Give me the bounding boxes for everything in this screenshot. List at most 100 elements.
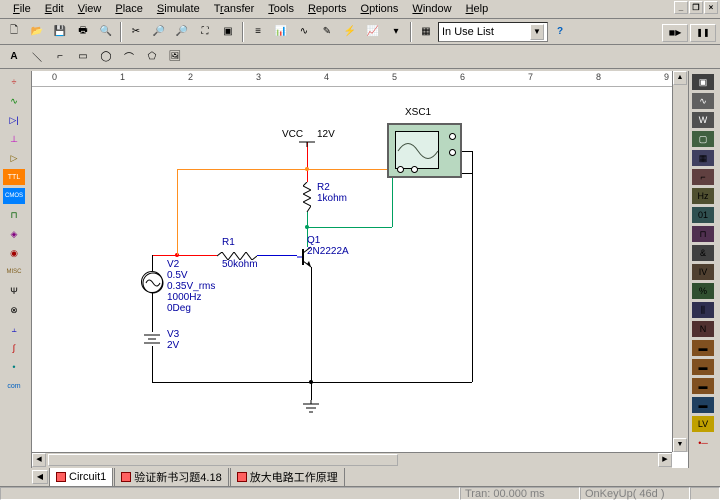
new-icon[interactable]: 🗋 xyxy=(3,21,25,43)
logic-an-icon[interactable]: ⊓ xyxy=(691,225,715,243)
fullscreen-icon[interactable]: ▣ xyxy=(217,21,239,43)
menu-help[interactable]: Help xyxy=(459,1,496,17)
scrollbar-horizontal[interactable]: ◀ ▶ xyxy=(32,452,672,468)
document-tab[interactable]: 放大电路工作原理 xyxy=(230,468,345,487)
wire[interactable] xyxy=(152,255,177,256)
save-icon[interactable]: 💾 xyxy=(49,21,71,43)
agilent-scope-icon[interactable]: ▬ xyxy=(691,377,715,395)
mixed-icon[interactable]: ◈ xyxy=(2,225,26,243)
run-button[interactable]: ◼▶ xyxy=(662,24,688,42)
wire[interactable] xyxy=(257,255,297,256)
postproc-icon[interactable]: ✎ xyxy=(316,21,338,43)
arc-icon[interactable]: ⌒ xyxy=(118,46,140,68)
wire-node[interactable] xyxy=(305,167,309,171)
wire[interactable] xyxy=(311,382,312,400)
iv-icon[interactable]: IV xyxy=(691,263,715,281)
wire[interactable] xyxy=(177,255,217,256)
wordgen-icon[interactable]: 01 xyxy=(691,206,715,224)
wire[interactable] xyxy=(472,151,473,382)
src-icon[interactable]: ÷ xyxy=(2,73,26,91)
menu-edit[interactable]: Edit xyxy=(38,1,71,17)
zoom-out-icon[interactable]: 🔎 xyxy=(171,21,193,43)
wire-node[interactable] xyxy=(305,225,309,229)
minimize-button[interactable]: _ xyxy=(674,1,688,14)
basic-icon[interactable]: ∿ xyxy=(2,92,26,110)
cut-icon[interactable]: ✂ xyxy=(125,21,147,43)
scroll-right-icon[interactable]: ▶ xyxy=(658,453,672,467)
list-icon[interactable]: ▾ xyxy=(385,21,407,43)
wire[interactable] xyxy=(311,267,312,382)
transistor-icon[interactable]: ⊥ xyxy=(2,130,26,148)
misc-icon[interactable]: MISC xyxy=(2,263,26,281)
wire[interactable] xyxy=(177,169,178,255)
place-junc-icon[interactable]: • xyxy=(2,358,26,376)
menu-file[interactable]: File xyxy=(6,1,38,17)
image-icon[interactable]: 🖼 xyxy=(164,46,186,68)
misc-dig-icon[interactable]: ⊓ xyxy=(2,206,26,224)
tab-nav-left[interactable]: ◀ xyxy=(32,470,48,484)
polygon-icon[interactable]: ⬠ xyxy=(141,46,163,68)
wire[interactable] xyxy=(392,178,393,227)
cmos-icon[interactable]: CMOS xyxy=(2,187,26,205)
dc-source-v3[interactable] xyxy=(144,332,160,346)
agilent-fg-icon[interactable]: ▬ xyxy=(691,339,715,357)
freq-icon[interactable]: Hz xyxy=(691,187,715,205)
labview-icon[interactable]: LV xyxy=(691,415,715,433)
wattmeter-icon[interactable]: W xyxy=(691,111,715,129)
multimeter-icon[interactable]: ▣ xyxy=(691,73,715,91)
db-icon[interactable]: ≡ xyxy=(247,21,269,43)
elec-icon[interactable]: ⚡ xyxy=(339,21,361,43)
ladder-icon[interactable]: ⫠ xyxy=(2,320,26,338)
chevron-down-icon[interactable]: ▼ xyxy=(530,24,544,40)
agilent-mm-icon[interactable]: ▬ xyxy=(691,358,715,376)
zoom-in-icon[interactable]: 🔎 xyxy=(148,21,170,43)
scroll-left-icon[interactable]: ◀ xyxy=(32,453,46,467)
ac-source-v2[interactable] xyxy=(141,271,163,293)
inuse-combo[interactable]: In Use List ▼ xyxy=(438,22,548,42)
wire[interactable] xyxy=(307,227,392,228)
resistor-r1[interactable] xyxy=(217,251,257,259)
rf-icon[interactable]: Ψ xyxy=(2,282,26,300)
help-icon[interactable]: ? xyxy=(549,21,571,43)
menu-reports[interactable]: Reports xyxy=(301,1,354,17)
scroll-thumb[interactable] xyxy=(48,454,398,466)
pause-button[interactable]: ❚❚ xyxy=(690,24,716,42)
restore-button[interactable]: ❐ xyxy=(689,1,703,14)
scroll-down-icon[interactable]: ▼ xyxy=(673,438,687,452)
bode-icon[interactable]: ⌐ xyxy=(691,168,715,186)
line-icon[interactable]: ＼ xyxy=(26,46,48,68)
hier-icon[interactable]: com xyxy=(2,377,26,395)
oscilloscope-xsc1[interactable] xyxy=(387,123,462,178)
menu-transfer[interactable]: Transfer xyxy=(207,1,262,17)
4scope-icon[interactable]: ▦ xyxy=(691,149,715,167)
schematic-canvas[interactable]: VCC12VR21kohmR150kohmQ12N2222AV20.5V0.35… xyxy=(32,87,672,452)
indicator-icon[interactable]: ◉ xyxy=(2,244,26,262)
rect-icon[interactable]: ▭ xyxy=(72,46,94,68)
menu-place[interactable]: Place xyxy=(108,1,150,17)
print-icon[interactable]: 🖶 xyxy=(72,21,94,43)
tek-scope-icon[interactable]: ▬ xyxy=(691,396,715,414)
scope-icon[interactable]: ▢ xyxy=(691,130,715,148)
ellipse-icon[interactable]: ◯ xyxy=(95,46,117,68)
menu-tools[interactable]: Tools xyxy=(261,1,301,17)
spectrum-icon[interactable]: ⫼ xyxy=(691,301,715,319)
scrollbar-vertical[interactable]: ▲ ▼ xyxy=(672,71,688,452)
wire[interactable] xyxy=(152,255,153,271)
elmech-icon[interactable]: ⊗ xyxy=(2,301,26,319)
probe-icon[interactable]: •─ xyxy=(691,434,715,452)
wire-node[interactable] xyxy=(309,380,313,384)
resistor-r2[interactable] xyxy=(303,182,311,212)
scroll-up-icon[interactable]: ▲ xyxy=(673,71,687,85)
ttl-icon[interactable]: TTL xyxy=(2,168,26,186)
close-button[interactable]: × xyxy=(704,1,718,14)
zoom-fit-icon[interactable]: ⛶ xyxy=(194,21,216,43)
wire[interactable] xyxy=(177,169,307,170)
funcgen-icon[interactable]: ∿ xyxy=(691,92,715,110)
sim-icon[interactable]: 📈 xyxy=(362,21,384,43)
polyline-icon[interactable]: ⌐ xyxy=(49,46,71,68)
wire[interactable] xyxy=(152,346,153,382)
menu-window[interactable]: Window xyxy=(405,1,458,17)
logic-cv-icon[interactable]: & xyxy=(691,244,715,262)
ground-symbol[interactable] xyxy=(301,400,321,414)
analog-icon[interactable]: ▷ xyxy=(2,149,26,167)
